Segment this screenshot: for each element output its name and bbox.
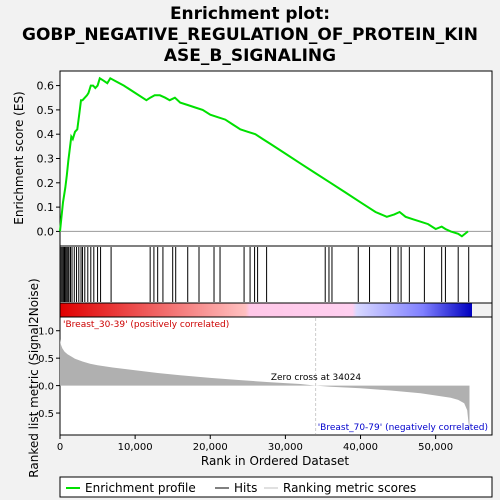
metric-y-tick-label: -0.5 <box>34 409 54 420</box>
x-tick-label: 50,000 <box>418 442 453 453</box>
es-y-tick-label: 0.6 <box>37 80 55 93</box>
ranking-metric-area <box>60 339 470 433</box>
es-y-axis: 0.0 0.1 0.2 0.3 0.4 0.5 0.6 <box>37 80 60 238</box>
metric-y-tick-label: 0.0 <box>38 382 54 393</box>
es-y-tick-label: 0.1 <box>37 201 55 214</box>
x-tick-label: 30,000 <box>268 442 303 453</box>
es-y-tick-label: 0.5 <box>37 104 55 117</box>
es-y-tick-label: 0.0 <box>37 225 55 238</box>
x-tick-label: 40,000 <box>343 442 378 453</box>
metric-y-axis-label: Ranked list metric (Signal2Noise) <box>27 278 41 477</box>
x-tick-label: 20,000 <box>193 442 228 453</box>
chart-title-line-3: ASE_B_SIGNALING <box>164 46 336 66</box>
enrichment-profile-line <box>59 76 469 238</box>
metric-y-tick-label: 1.0 <box>38 327 54 338</box>
legend-enrichment-label: Enrichment profile <box>85 481 196 495</box>
zero-cross-label: Zero cross at 34024 <box>271 373 362 383</box>
legend-hits-label: Hits <box>234 481 257 495</box>
negative-correlation-label: 'Breast_70-79' (negatively correlated) <box>318 423 488 433</box>
chart-title-line-1: Enrichment plot: <box>170 4 330 24</box>
es-panel-background <box>59 70 493 247</box>
positive-correlation-label: 'Breast_30-39' (positively correlated) <box>63 320 229 330</box>
legend-box <box>59 476 493 498</box>
metric-y-tick-label: 0.5 <box>38 354 54 365</box>
hit-markers <box>59 247 470 302</box>
es-y-tick-label: 0.4 <box>37 128 55 141</box>
hits-panel-background <box>59 245 493 304</box>
es-y-tick-label: 0.3 <box>37 153 55 166</box>
x-tick-label: 10,000 <box>118 442 153 453</box>
es-y-tick-label: 0.2 <box>37 177 55 190</box>
legend-metric-label: Ranking metric scores <box>283 481 416 495</box>
x-axis: 0 10,000 20,000 30,000 40,000 50,000 <box>57 435 453 453</box>
metric-y-axis: 1.0 0.5 0.0 -0.5 <box>34 327 60 420</box>
es-y-axis-label: Enrichment score (ES) <box>12 91 26 224</box>
rank-color-bar <box>60 303 472 317</box>
x-tick-label: 0 <box>57 442 63 453</box>
chart-title-line-2: GOBP_NEGATIVE_REGULATION_OF_PROTEIN_KIN <box>22 25 478 45</box>
x-axis-label: Rank in Ordered Dataset <box>201 454 349 468</box>
